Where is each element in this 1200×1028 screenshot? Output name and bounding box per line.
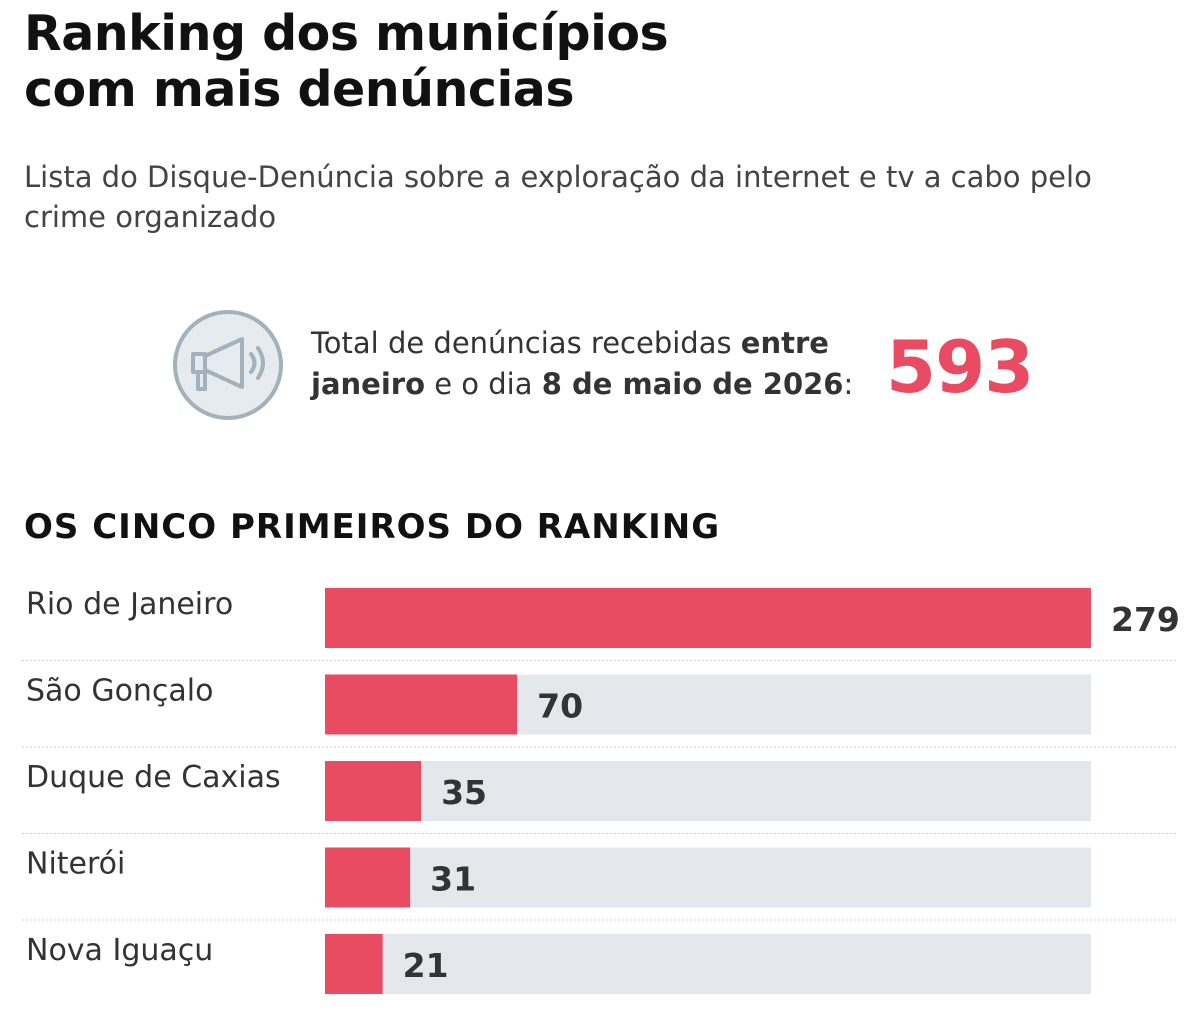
bar-4 — [325, 934, 383, 994]
value-label-0: 279 — [1111, 600, 1180, 639]
total-text-part-1: Total de denúncias recebidas — [311, 326, 741, 360]
total-text-bold-1: entre janeiro — [311, 326, 829, 401]
title-line-2: com mais denúncias — [24, 61, 575, 118]
page-subtitle: Lista do Disque-Denúncia sobre a explora… — [24, 160, 1092, 234]
category-label-1: São Gonçalo — [26, 674, 214, 709]
total-value: 593 — [886, 325, 1034, 409]
section-title: OS CINCO PRIMEIROS DO RANKING — [24, 507, 721, 547]
value-label-3: 31 — [430, 860, 476, 899]
bar-0 — [325, 588, 1091, 648]
bar-2 — [325, 761, 422, 821]
bar-track — [325, 847, 1091, 908]
bar-1 — [325, 674, 518, 735]
title-line-1: Ranking dos municípios — [24, 5, 669, 62]
total-text-part-2: e o dia — [425, 367, 542, 401]
category-label-0: Rio de Janeiro — [26, 587, 233, 622]
bar-track — [325, 934, 1091, 994]
value-label-4: 21 — [403, 946, 449, 985]
total-description: Total de denúncias recebidas entre janei… — [311, 323, 881, 405]
category-label-2: Duque de Caxias — [26, 760, 281, 795]
bar-track — [325, 761, 1091, 821]
total-text-bold-2: 8 de maio de 2026 — [541, 367, 844, 401]
category-label-4: Nova Iguaçu — [26, 933, 213, 968]
value-label-2: 35 — [441, 773, 487, 812]
total-text-part-3: : — [843, 367, 854, 401]
category-label-3: Niterói — [26, 847, 125, 882]
bar-3 — [325, 847, 411, 908]
megaphone-icon — [173, 310, 283, 420]
page-title: Ranking dos municípios com mais denúncia… — [24, 6, 924, 118]
value-label-1: 70 — [537, 687, 583, 726]
